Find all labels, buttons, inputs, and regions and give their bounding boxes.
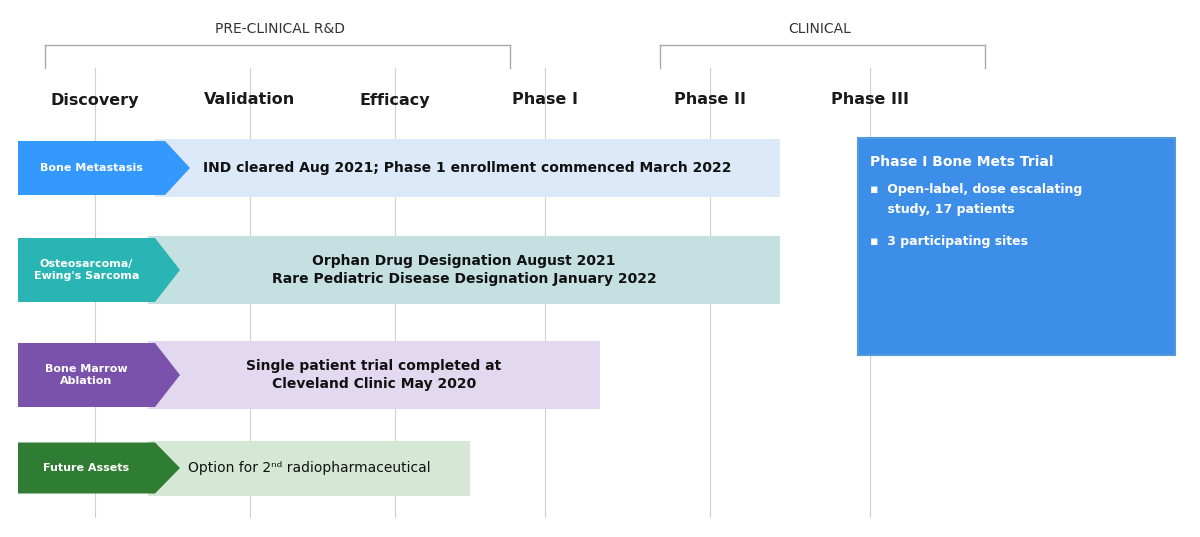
- FancyBboxPatch shape: [148, 236, 780, 304]
- Text: Single patient trial completed at
Cleveland Clinic May 2020: Single patient trial completed at Clevel…: [246, 359, 502, 391]
- Text: Validation: Validation: [204, 92, 295, 107]
- Text: ▪  Open-label, dose escalating: ▪ Open-label, dose escalating: [870, 183, 1082, 196]
- FancyBboxPatch shape: [858, 138, 1175, 355]
- Text: IND cleared Aug 2021; Phase 1 enrollment commenced March 2022: IND cleared Aug 2021; Phase 1 enrollment…: [203, 161, 732, 175]
- Text: study, 17 patients: study, 17 patients: [870, 203, 1015, 216]
- Polygon shape: [18, 442, 180, 494]
- Text: Phase II: Phase II: [674, 92, 746, 107]
- Text: Bone Metastasis: Bone Metastasis: [40, 163, 143, 173]
- Text: Option for 2ⁿᵈ radiopharmaceutical: Option for 2ⁿᵈ radiopharmaceutical: [187, 461, 431, 475]
- Text: Phase I: Phase I: [512, 92, 578, 107]
- Text: ▪  3 participating sites: ▪ 3 participating sites: [870, 235, 1028, 248]
- Polygon shape: [18, 343, 180, 407]
- Text: CLINICAL: CLINICAL: [788, 22, 852, 36]
- Text: Phase III: Phase III: [830, 92, 910, 107]
- Polygon shape: [18, 238, 180, 302]
- Text: Bone Marrow
Ablation: Bone Marrow Ablation: [46, 364, 128, 386]
- FancyBboxPatch shape: [148, 341, 600, 409]
- Text: Efficacy: Efficacy: [360, 92, 431, 107]
- Text: Discovery: Discovery: [50, 92, 139, 107]
- Text: PRE-CLINICAL R&D: PRE-CLINICAL R&D: [215, 22, 346, 36]
- Polygon shape: [18, 141, 190, 195]
- FancyBboxPatch shape: [148, 440, 470, 496]
- Text: Osteosarcoma/
Ewing's Sarcoma: Osteosarcoma/ Ewing's Sarcoma: [34, 259, 139, 281]
- Text: Future Assets: Future Assets: [43, 463, 130, 473]
- FancyBboxPatch shape: [155, 139, 780, 197]
- Text: Orphan Drug Designation August 2021
Rare Pediatric Disease Designation January 2: Orphan Drug Designation August 2021 Rare…: [271, 254, 656, 286]
- Text: Phase I Bone Mets Trial: Phase I Bone Mets Trial: [870, 155, 1054, 169]
